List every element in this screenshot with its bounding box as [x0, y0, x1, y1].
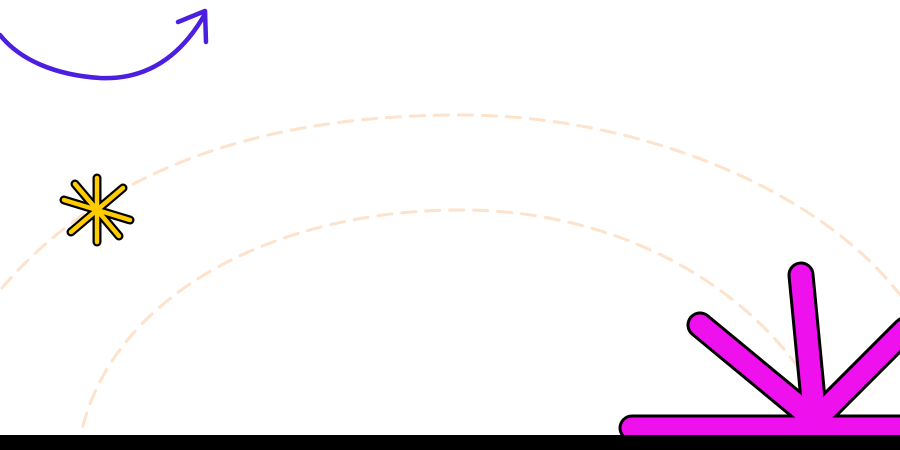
dashed-arc-inner: [76, 208, 802, 450]
dashed-arcs: [0, 113, 900, 450]
large-sparkle-icon: [618, 261, 900, 442]
dashed-arc-outer: [0, 113, 900, 297]
curved-arrow-icon: [0, 8, 209, 81]
bottom-bar: [0, 435, 900, 450]
asterisk-sparkle-icon: [59, 173, 135, 247]
